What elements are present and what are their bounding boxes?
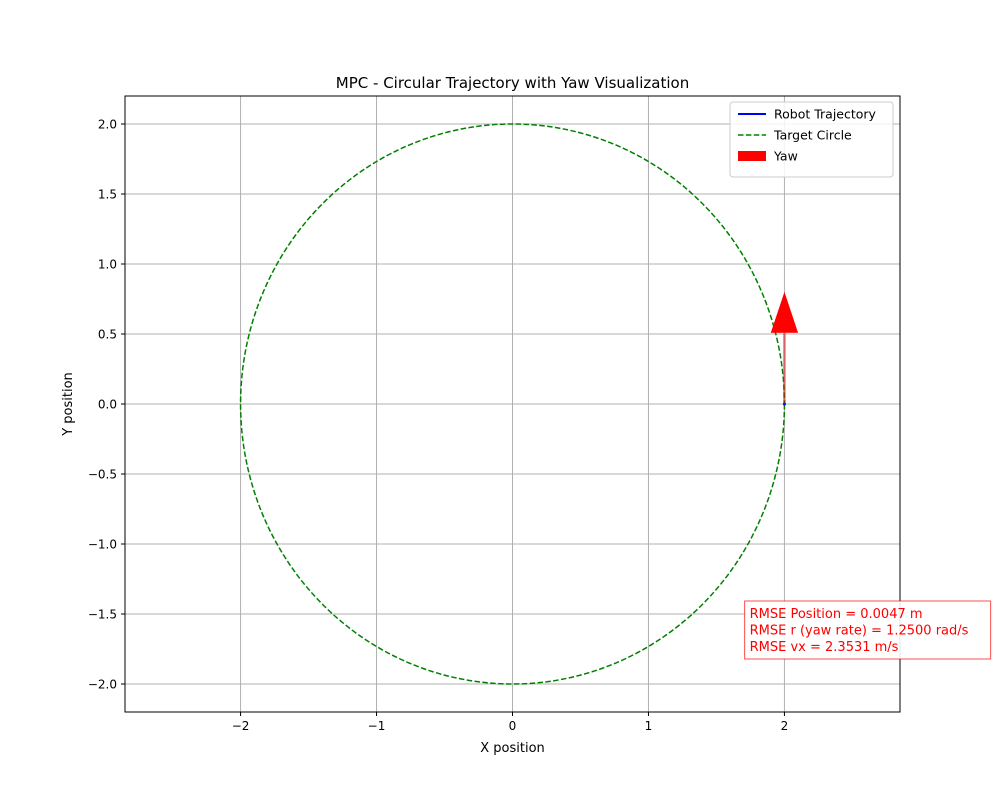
x-tick-label: −2 bbox=[232, 719, 250, 733]
y-tick-label: −2.0 bbox=[88, 678, 117, 692]
annotation-line: RMSE Position = 0.0047 m bbox=[750, 607, 923, 622]
legend: Robot Trajectory Target Circle Yaw bbox=[729, 101, 894, 178]
y-tick-label: 1.5 bbox=[98, 188, 117, 202]
y-tick-label: 0.0 bbox=[98, 398, 117, 412]
annotation-box bbox=[744, 600, 992, 660]
x-tick-label: 0 bbox=[509, 719, 517, 733]
y-tick-label: 2.0 bbox=[98, 118, 117, 132]
rmse-annotation: RMSE Position = 0.0047 m RMSE r (yaw rate… bbox=[744, 600, 992, 660]
y-tick-label: −0.5 bbox=[88, 468, 117, 482]
annotation-line: RMSE vx = 2.3531 m/s bbox=[750, 640, 899, 655]
chart-title: MPC - Circular Trajectory with Yaw Visua… bbox=[336, 74, 689, 92]
legend-swatch-yaw bbox=[738, 151, 766, 161]
y-axis-label: Y position bbox=[61, 372, 76, 437]
legend-box bbox=[729, 101, 894, 178]
robot-trajectory-point bbox=[782, 402, 786, 406]
plot-series bbox=[239, 123, 799, 685]
y-tick-label: 0.5 bbox=[98, 328, 117, 342]
y-tick-label: 1.0 bbox=[98, 258, 117, 272]
axis-ticks: −2 −1 0 1 2 2.0 1.5 1.0 0.5 0.0 −0.5 −1.0 −1.5 −2.0 bbox=[88, 118, 788, 734]
x-axis-label: X position bbox=[480, 741, 545, 756]
yaw-arrow-head bbox=[770, 292, 799, 333]
y-tick-label: −1.0 bbox=[88, 538, 117, 552]
grid bbox=[125, 96, 900, 712]
annotation-line: RMSE r (yaw rate) = 1.2500 rad/s bbox=[750, 624, 969, 639]
y-tick-label: −1.5 bbox=[88, 608, 117, 622]
legend-label: Target Circle bbox=[773, 128, 852, 143]
legend-label: Robot Trajectory bbox=[774, 107, 877, 122]
legend-label: Yaw bbox=[773, 149, 798, 164]
x-tick-label: 2 bbox=[781, 719, 789, 733]
x-tick-label: −1 bbox=[368, 719, 386, 733]
x-tick-label: 1 bbox=[645, 719, 653, 733]
